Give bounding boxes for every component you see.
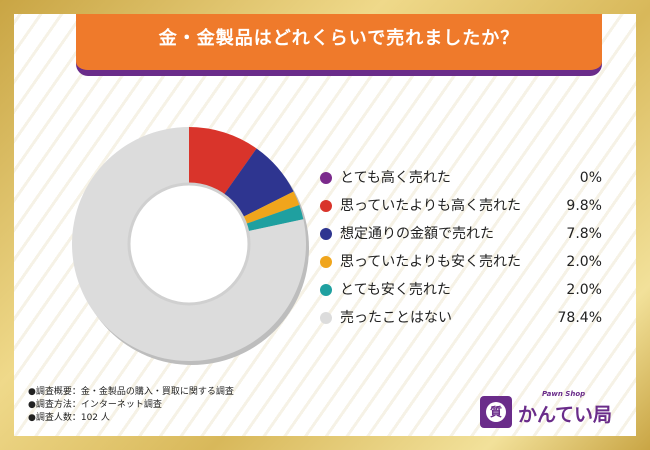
- legend-value-0: 0%: [579, 170, 602, 186]
- chart-legend: とても高く売れた 0% 思っていたよりも高く売れた 9.8% 想定通りの金額で売れた 7.…: [320, 164, 610, 332]
- legend-swatch-2: [320, 228, 332, 240]
- donut-slice-3: [242, 191, 300, 225]
- survey-note-summary: ●調査概要：金・金製品の購入・買取に関する調査: [28, 387, 234, 397]
- donut-slice-5: [72, 127, 307, 361]
- legend-swatch-1: [320, 200, 332, 212]
- logo-badge-icon: 質: [480, 396, 512, 428]
- legend-swatch-0: [320, 172, 332, 184]
- legend-row-5: 売ったことはない 78.4%: [320, 304, 610, 332]
- donut-hole: [127, 182, 251, 306]
- legend-swatch-5: [320, 312, 332, 324]
- survey-note-method: ●調査方法：インターネット調査: [28, 400, 162, 410]
- donut-slice-4: [245, 205, 304, 232]
- kanteikyoku-logo: 質 Pawn Shop かんてい局: [480, 390, 630, 428]
- survey-notes: ●調査概要：金・金製品の購入・買取に関する調査 ●調査方法：インターネット調査 …: [28, 386, 234, 425]
- survey-note-count: ●調査人数：102 人: [28, 413, 110, 423]
- chart-panel: 金・金製品はどれくらいで売れましたか？ とても高く売れた 0% 思っていたよりも高く…: [14, 14, 636, 436]
- legend-swatch-4: [320, 284, 332, 296]
- legend-value-3: 2.0%: [566, 254, 602, 270]
- legend-value-5: 78.4%: [557, 310, 602, 326]
- donut-slice-2: [223, 148, 294, 218]
- legend-value-1: 9.8%: [566, 198, 602, 214]
- donut-chart: [72, 127, 309, 365]
- legend-label-0: とても高く売れた: [340, 170, 451, 186]
- legend-label-4: とても安く売れた: [340, 282, 451, 298]
- legend-swatch-3: [320, 256, 332, 268]
- legend-label-1: 思っていたよりも高く売れた: [340, 198, 522, 214]
- legend-value-4: 2.0%: [566, 282, 602, 298]
- legend-value-2: 7.8%: [566, 226, 602, 242]
- legend-row-4: とても安く売れた 2.0%: [320, 276, 610, 304]
- logo-wordmark: かんてい局: [518, 404, 613, 426]
- legend-row-3: 思っていたよりも安く売れた 2.0%: [320, 248, 610, 276]
- legend-label-3: 思っていたよりも安く売れた: [340, 254, 522, 270]
- legend-row-2: 想定通りの金額で売れた 7.8%: [320, 220, 610, 248]
- legend-label-5: 売ったことはない: [340, 310, 452, 326]
- title-banner: 金・金製品はどれくらいで売れましたか？: [76, 14, 602, 74]
- logo-subtitle: Pawn Shop: [542, 390, 586, 398]
- logo-badge-glyph: 質: [486, 402, 506, 422]
- legend-row-0: とても高く売れた 0%: [320, 164, 610, 192]
- legend-row-1: 思っていたよりも高く売れた 9.8%: [320, 192, 610, 220]
- donut-slice-1: [189, 127, 257, 196]
- chart-title: 金・金製品はどれくらいで売れましたか？: [158, 28, 520, 49]
- legend-label-2: 想定通りの金額で売れた: [340, 226, 494, 242]
